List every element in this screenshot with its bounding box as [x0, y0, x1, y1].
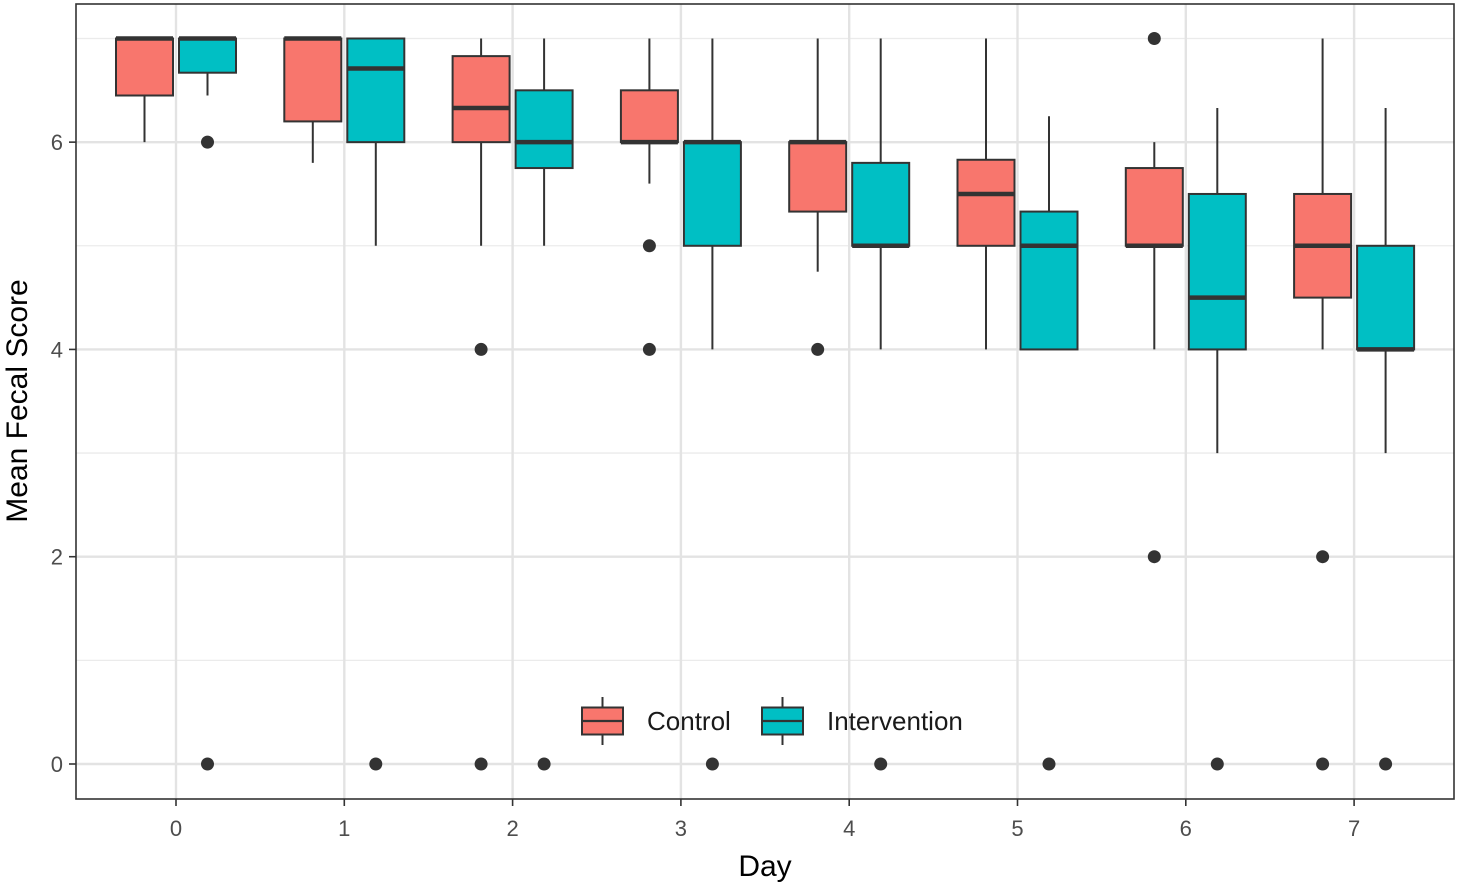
box-control-day-2 — [451, 38, 511, 771]
box-series — [115, 32, 1416, 771]
x-tick-label: 6 — [1180, 816, 1192, 841]
box-body — [851, 161, 911, 247]
box-intervention-day-5 — [1019, 116, 1079, 771]
box-control-day-4 — [788, 38, 848, 356]
box-intervention-day-1 — [346, 37, 406, 771]
box-control-day-7 — [1293, 38, 1353, 771]
outlier-point — [811, 342, 825, 356]
outlier-point — [369, 757, 383, 771]
x-tick-label: 5 — [1011, 816, 1023, 841]
box-intervention-day-4 — [851, 38, 911, 771]
box-body — [788, 141, 848, 213]
y-tick-label: 0 — [51, 752, 63, 777]
outlier-point — [642, 239, 656, 253]
box-control-day-1 — [283, 36, 343, 163]
legend-item-intervention: Intervention — [761, 697, 963, 745]
box-body — [346, 37, 406, 144]
outlier-point — [1147, 550, 1161, 564]
box-intervention-day-2 — [514, 38, 574, 771]
outlier-point — [201, 135, 214, 149]
outlier-point — [1316, 757, 1330, 771]
box-body — [1356, 244, 1416, 351]
box-body — [1019, 210, 1079, 351]
grid-lines — [76, 4, 1454, 799]
box-intervention-day-6 — [1187, 107, 1247, 771]
x-tick-label: 3 — [675, 816, 687, 841]
box-body — [619, 89, 679, 144]
x-tick-label: 7 — [1348, 816, 1360, 841]
box-intervention-day-3 — [682, 38, 742, 771]
box-intervention-day-7 — [1356, 107, 1416, 771]
box-body — [283, 37, 343, 123]
box-body — [178, 37, 237, 74]
y-tick-label: 2 — [51, 545, 63, 570]
x-tick-label: 2 — [506, 816, 518, 841]
outlier-point — [1210, 757, 1224, 771]
box-body — [682, 141, 742, 247]
outlier-point — [537, 757, 551, 771]
outlier-point — [474, 342, 488, 356]
box-control-day-3 — [619, 38, 679, 356]
x-tick-label: 0 — [170, 816, 182, 841]
y-tick-label: 6 — [51, 130, 63, 155]
outlier-point — [1147, 32, 1161, 45]
legend-label: Intervention — [827, 706, 963, 736]
y-axis-title: Mean Fecal Score — [1, 279, 34, 522]
box-body — [1124, 167, 1184, 247]
x-tick-label: 1 — [338, 816, 350, 841]
box-body — [1187, 192, 1247, 351]
legend-item-control: Control — [581, 697, 731, 745]
y-tick-label: 4 — [51, 337, 63, 362]
outlier-point — [1316, 550, 1330, 564]
box-control-day-6 — [1124, 32, 1184, 564]
box-intervention-day-0 — [178, 36, 237, 771]
x-tick-label: 4 — [843, 816, 855, 841]
outlier-point — [474, 757, 488, 771]
outlier-point — [874, 757, 888, 771]
outlier-point — [1379, 757, 1393, 771]
box-body — [956, 158, 1016, 247]
x-axis-title: Day — [738, 850, 791, 883]
axis-ticks: 0 2 4 6 0 1 2 3 4 5 6 7 — [51, 130, 1360, 841]
legend: Control Intervention — [581, 697, 963, 745]
plot-panel-border — [75, 3, 1455, 800]
box-body — [514, 89, 574, 170]
box-control-day-5 — [956, 38, 1016, 350]
box-body — [115, 37, 174, 97]
outlier-point — [642, 342, 656, 356]
outlier-point — [201, 757, 214, 771]
outlier-point — [1042, 757, 1056, 771]
box-body — [451, 55, 511, 144]
legend-label: Control — [647, 706, 731, 736]
outlier-point — [705, 757, 719, 771]
box-control-day-0 — [115, 36, 174, 143]
